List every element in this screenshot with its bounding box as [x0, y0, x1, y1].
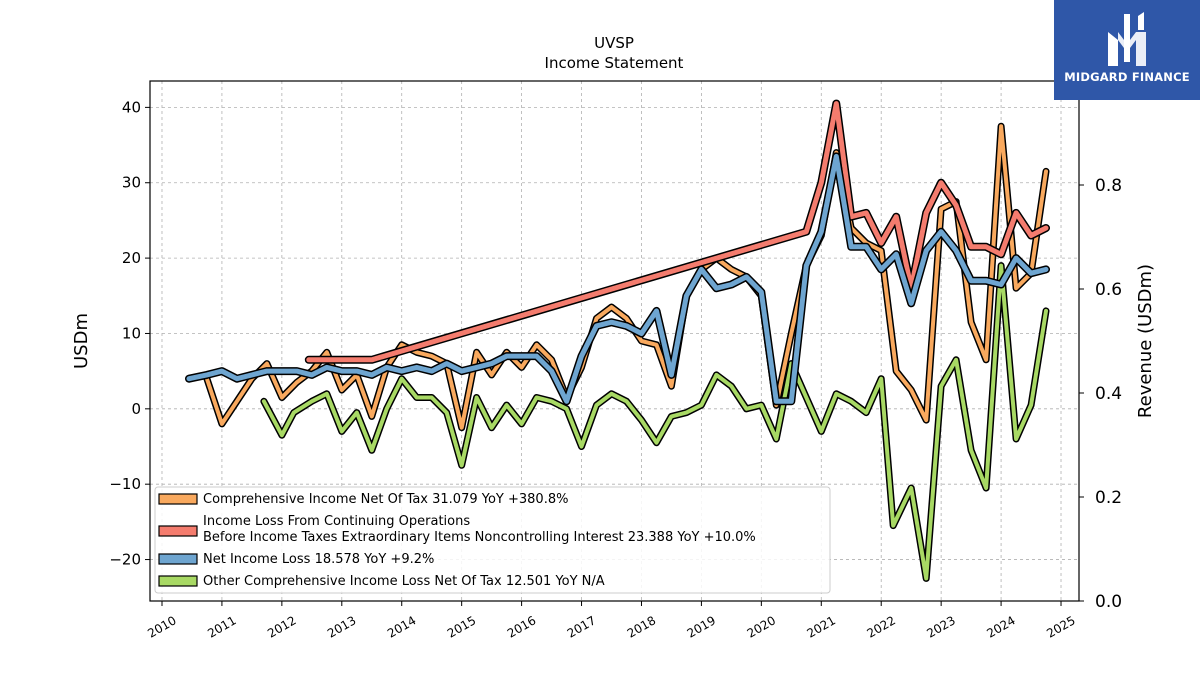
x-tick-label: 2019 [685, 613, 718, 640]
x-tick-label: 2020 [745, 613, 778, 640]
y-tick-label: 0 [131, 400, 141, 418]
series-line [306, 101, 1049, 363]
y-tick-label: 30 [122, 174, 141, 192]
series-3 [185, 152, 1050, 406]
legend-label: Before Income Taxes Extraordinary Items … [203, 530, 756, 545]
legend-entry: Income Loss From Continuing OperationsBe… [158, 514, 756, 545]
series-line [186, 153, 1049, 404]
legend-swatch [158, 493, 198, 505]
legend-entry: Net Income Loss 18.578 YoY +9.2% [158, 552, 434, 567]
y-axis-ticks: −20 −10 0 10 20 30 40 [109, 98, 150, 569]
chart-subtitle: Income Statement [545, 54, 684, 72]
x-tick-label: 2012 [265, 613, 298, 640]
x-tick-label: 2021 [805, 613, 838, 640]
x-tick-label: 2024 [984, 613, 1017, 640]
y-tick-label: 10 [122, 324, 141, 342]
x-tick-label: 2025 [1044, 613, 1077, 640]
x-tick-label: 2017 [565, 613, 598, 640]
y2-tick-label: 0.6 [1095, 280, 1122, 300]
chart-title: UVSP [594, 34, 634, 52]
legend-swatch [158, 553, 198, 565]
series-1 [260, 262, 1050, 582]
y2-tick-label: 0.8 [1095, 176, 1122, 196]
y-tick-label: −10 [109, 475, 141, 493]
x-tick-label: 2023 [924, 613, 957, 640]
x-tick-label: 2022 [864, 613, 897, 640]
series-0 [203, 122, 1050, 432]
y-tick-label: 20 [122, 249, 141, 267]
y2-tick-label: 0.4 [1095, 384, 1122, 404]
x-tick-label: 2015 [445, 613, 478, 640]
y-tick-label: −20 [109, 551, 141, 569]
legend-entry: Comprehensive Income Net Of Tax 31.079 Y… [158, 492, 568, 507]
y2-axis-label: Revenue (USDm) [1135, 264, 1156, 418]
x-tick-label: 2011 [205, 613, 238, 640]
series-layer [185, 99, 1050, 582]
plot-frame [149, 80, 1080, 602]
legend-entry: Other Comprehensive Income Loss Net Of T… [158, 574, 605, 589]
legend: Comprehensive Income Net Of Tax 31.079 Y… [154, 486, 831, 594]
x-axis-ticks: 2010 2011 2012 2013 2014 2015 2016 2017 2018 2019… [145, 601, 1078, 641]
series-line [204, 124, 1048, 430]
legend-box [154, 486, 831, 594]
brand-name: MIDGARD FINANCE [1064, 70, 1190, 84]
y2-tick-label: 0.0 [1095, 592, 1122, 612]
x-tick-label: 2014 [385, 613, 418, 640]
y2-axis-ticks: 0.0 0.2 0.4 0.6 0.8 [1079, 176, 1122, 612]
x-tick-label: 2016 [505, 613, 538, 640]
midgard-logo-icon [1108, 12, 1146, 66]
y-tick-label: 40 [122, 98, 141, 116]
legend-label: Income Loss From Continuing Operations [203, 514, 470, 529]
legend-label: Comprehensive Income Net Of Tax 31.079 Y… [203, 492, 568, 507]
legend-swatch [158, 575, 198, 587]
x-tick-label: 2010 [145, 613, 178, 640]
y-axis-label: USDm [71, 313, 92, 369]
brand-logo: MIDGARD FINANCE [1054, 0, 1200, 100]
legend-label: Net Income Loss 18.578 YoY +9.2% [203, 552, 434, 567]
y2-tick-label: 0.2 [1095, 488, 1122, 508]
x-tick-label: 2013 [325, 613, 358, 640]
legend-swatch [158, 525, 198, 537]
series-line [261, 263, 1048, 581]
x-tick-label: 2018 [625, 613, 658, 640]
legend-label: Other Comprehensive Income Loss Net Of T… [203, 574, 605, 589]
series-2 [304, 99, 1050, 364]
